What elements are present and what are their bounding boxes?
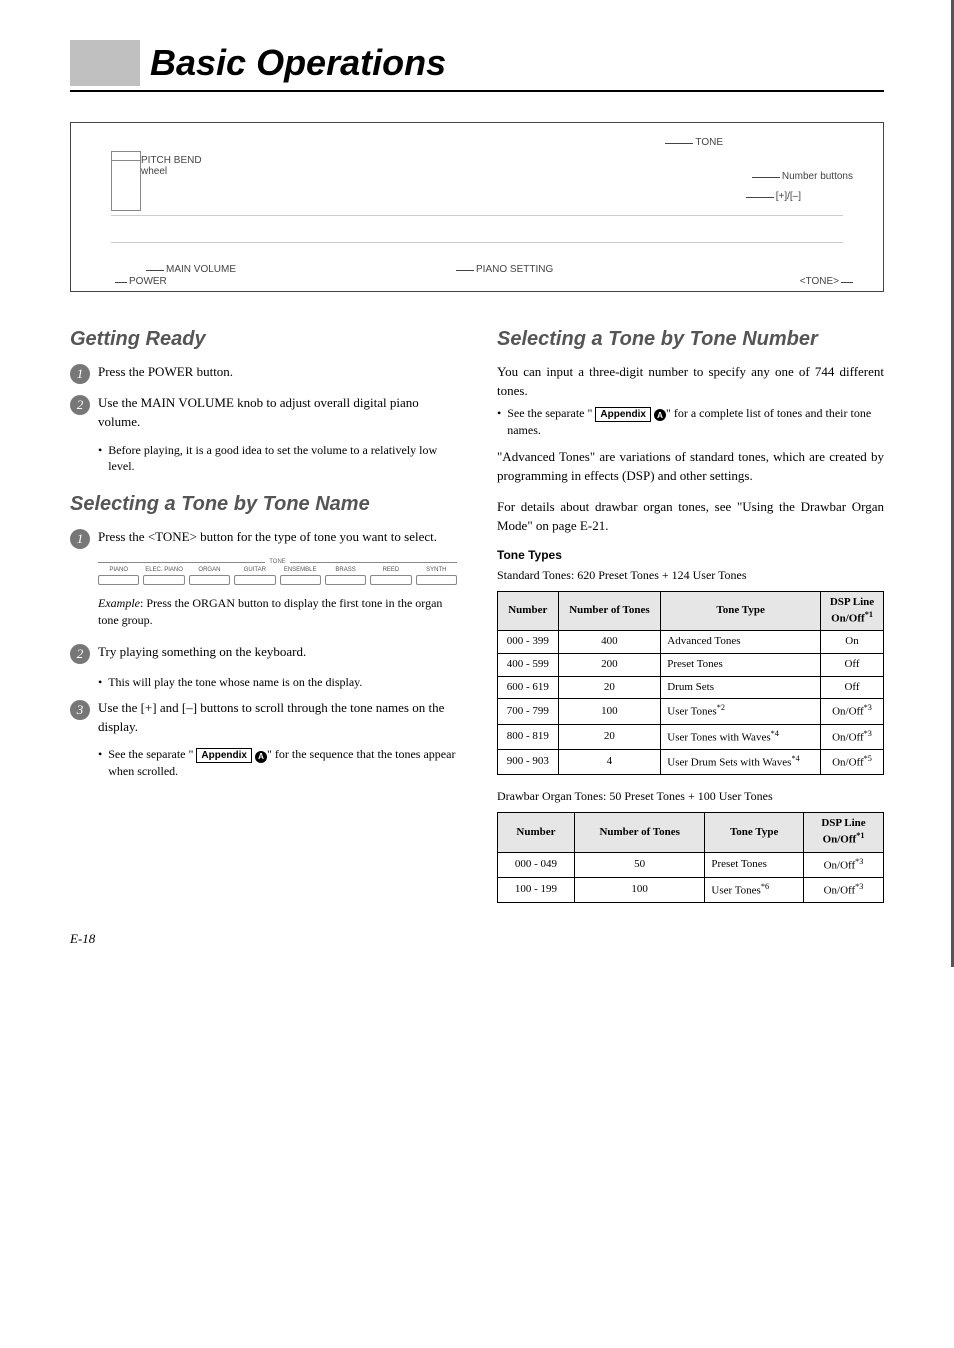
page-title: Basic Operations (150, 42, 446, 86)
label-pitch-bend: PITCH BEND wheel (141, 155, 221, 177)
tone-group-organ: ORGAN (189, 567, 230, 585)
tone-group-buttons: TONE PIANOELEC. PIANO ORGANGUITAR ENSEMBLE… (98, 559, 457, 585)
label-number-buttons: Number buttons (782, 171, 853, 182)
name-step-2-bullet-text: This will play the tone whose name is on… (108, 674, 362, 691)
table-row: 100 - 199100User Tones*6On/Off*3 (498, 878, 884, 903)
label-main-volume: MAIN VOLUME (166, 264, 236, 275)
example-text: Example: Press the ORGAN button to displ… (98, 595, 457, 629)
caption-standard: Standard Tones: 620 Preset Tones + 124 U… (497, 568, 884, 583)
label-plus-minus: [+]/[–] (776, 191, 801, 202)
th-dsp: DSP Line On/Off*1 (821, 591, 884, 630)
name-step-3-bullet: See the separate " Appendix A" for the s… (98, 746, 457, 780)
name-step-3: 3 Use the [+] and [–] buttons to scroll … (70, 699, 457, 737)
circle-a-icon: A (654, 409, 666, 421)
th-dsp-l2: On/Off (831, 612, 865, 624)
appendix-box: Appendix (196, 748, 252, 763)
panel-sketch (111, 215, 843, 243)
step-number-icon: 1 (70, 364, 90, 384)
step-number-icon: 3 (70, 700, 90, 720)
drawbar-tones-table: Number Number of Tones Tone Type DSP Lin… (497, 812, 884, 903)
example-label: Example (98, 596, 140, 610)
name-step-1-text: Press the <TONE> button for the type of … (98, 528, 457, 547)
th-type: Tone Type (661, 591, 821, 630)
name-step-2-text: Try playing something on the keyboard. (98, 643, 457, 662)
appendix-box: Appendix (595, 407, 651, 422)
standard-tones-table: Number Number of Tones Tone Type DSP Lin… (497, 591, 884, 776)
th-dsp-l2b: On/Off (823, 834, 857, 846)
label-piano-setting: PIANO SETTING (476, 264, 553, 275)
name-step-1: 1 Press the <TONE> button for the type o… (70, 528, 457, 549)
table-row: 800 - 81920User Tones with Waves*4On/Off… (498, 724, 884, 749)
circle-a-icon: A (255, 751, 267, 763)
table-row: 900 - 9034User Drum Sets with Waves*4On/… (498, 750, 884, 775)
title-row: Basic Operations (70, 40, 884, 92)
tone-group-reed: REED (370, 567, 411, 585)
example-body: : Press the ORGAN button to display the … (98, 596, 442, 627)
tone-group-elecpiano: ELEC. PIANO (143, 567, 184, 585)
th-type: Tone Type (705, 813, 804, 852)
step-number-icon: 2 (70, 644, 90, 664)
table-row: 000 - 04950Preset TonesOn/Off*3 (498, 852, 884, 877)
ready-step-2-bullet: Before playing, it is a good idea to set… (98, 442, 457, 476)
th-number: Number (498, 813, 575, 852)
name-step-3-bullet-text: See the separate " Appendix A" for the s… (108, 746, 457, 780)
tone-group-piano: PIANO (98, 567, 139, 585)
name-step-2: 2 Try playing something on the keyboard. (70, 643, 457, 664)
th-dsp-l1: DSP Line (830, 596, 874, 608)
right-column: Selecting a Tone by Tone Number You can … (497, 322, 884, 917)
title-gray-block (70, 40, 140, 86)
ready-step-2-text: Use the MAIN VOLUME knob to adjust overa… (98, 394, 457, 432)
th-dsp: DSP Line On/Off*1 (804, 813, 884, 852)
step-number-icon: 1 (70, 529, 90, 549)
heading-select-by-number: Selecting a Tone by Tone Number (497, 328, 884, 351)
p-drawbar-ref: For details about drawbar organ tones, s… (497, 498, 884, 536)
table-row: 700 - 799100User Tones*2On/Off*3 (498, 699, 884, 724)
table-row: 000 - 399400Advanced TonesOn (498, 631, 884, 654)
th-count: Number of Tones (574, 813, 704, 852)
heading-getting-ready: Getting Ready (70, 328, 457, 351)
heading-select-by-name: Selecting a Tone by Tone Name (70, 493, 457, 516)
step-number-icon: 2 (70, 395, 90, 415)
left-column: Getting Ready 1 Press the POWER button. … (70, 322, 457, 917)
th-dsp-l1b: DSP Line (821, 817, 865, 829)
intro-bullet-text: See the separate " Appendix A" for a com… (507, 405, 884, 439)
appendix-pre-2: See the separate " (507, 406, 595, 420)
keyboard-diagram: TONE PITCH BEND wheel Number buttons [+]… (70, 122, 884, 292)
th-count: Number of Tones (558, 591, 661, 630)
tone-group-brass: BRASS (325, 567, 366, 585)
tone-group-synth: SYNTH (416, 567, 457, 585)
intro-p1: You can input a three-digit number to sp… (497, 363, 884, 401)
ready-step-2-bullet-text: Before playing, it is a good idea to set… (108, 442, 457, 476)
label-tone: TONE (695, 137, 723, 148)
subhead-tone-types: Tone Types (497, 548, 884, 562)
table-row: 600 - 61920Drum SetsOff (498, 676, 884, 699)
label-tone-button: <TONE> (800, 276, 839, 287)
ready-step-1: 1 Press the POWER button. (70, 363, 457, 384)
pitch-bend-sketch (111, 151, 141, 211)
tone-group-guitar: GUITAR (234, 567, 275, 585)
th-dsp-sup-b: *1 (856, 831, 864, 840)
intro-bullet: See the separate " Appendix A" for a com… (497, 405, 884, 439)
ready-step-1-text: Press the POWER button. (98, 363, 457, 382)
tone-group-title: TONE (265, 559, 290, 565)
page-footer: E-18 (70, 931, 95, 947)
name-step-2-bullet: This will play the tone whose name is on… (98, 674, 457, 691)
name-step-3-text: Use the [+] and [–] buttons to scroll th… (98, 699, 457, 737)
th-number: Number (498, 591, 559, 630)
table-row: 400 - 599200Preset TonesOff (498, 653, 884, 676)
p-advanced-tones: "Advanced Tones" are variations of stand… (497, 448, 884, 486)
appendix-pre: See the separate " (108, 747, 196, 761)
th-dsp-sup: *1 (865, 610, 873, 619)
label-power: POWER (129, 276, 167, 287)
tone-group-ensemble: ENSEMBLE (280, 567, 321, 585)
caption-drawbar: Drawbar Organ Tones: 50 Preset Tones + 1… (497, 789, 884, 804)
main-columns: Getting Ready 1 Press the POWER button. … (70, 322, 884, 917)
ready-step-2: 2 Use the MAIN VOLUME knob to adjust ove… (70, 394, 457, 432)
